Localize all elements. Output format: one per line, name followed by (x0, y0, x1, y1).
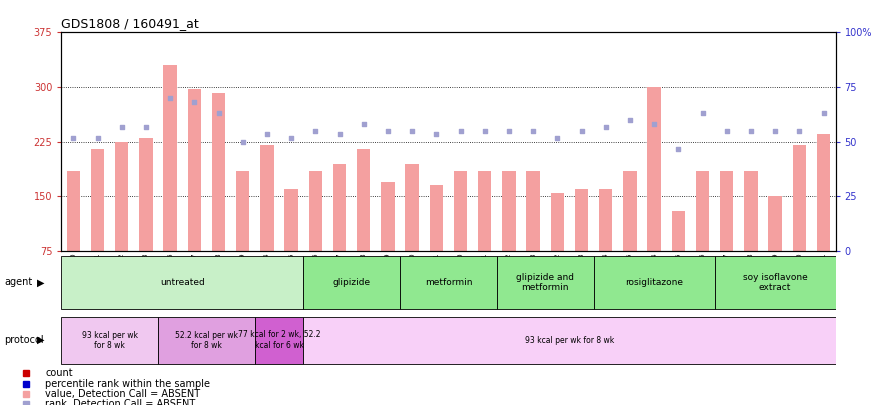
Bar (400, 256, 497, 309)
Text: value, Detection Call = ABSENT: value, Detection Call = ABSENT (46, 389, 200, 399)
Text: soy isoflavone
extract: soy isoflavone extract (743, 273, 808, 292)
Bar (720, 171, 733, 251)
Point (284, 135, 298, 141)
Text: glipizide: glipizide (332, 278, 371, 287)
Bar (304, 317, 836, 364)
Point (308, 128, 322, 134)
Point (720, 128, 734, 134)
Point (430, 131, 444, 138)
Point (139, 124, 153, 130)
Point (187, 98, 201, 105)
Bar (164, 65, 177, 251)
Bar (405, 164, 419, 251)
Bar (332, 164, 346, 251)
Bar (91, 149, 104, 251)
Point (793, 128, 807, 134)
Bar (309, 171, 322, 251)
Point (357, 120, 371, 127)
Point (381, 128, 395, 134)
Bar (454, 171, 467, 251)
Text: 77 kcal for 2 wk, 52.2
kcal for 6 wk: 77 kcal for 2 wk, 52.2 kcal for 6 wk (238, 330, 320, 350)
Bar (502, 171, 515, 251)
Point (115, 124, 129, 130)
Bar (61, 256, 304, 309)
Bar (550, 193, 564, 251)
Bar (593, 256, 715, 309)
Text: 93 kcal per wk for 8 wk: 93 kcal per wk for 8 wk (525, 336, 614, 345)
Text: glipizide and
metformin: glipizide and metformin (516, 273, 574, 292)
Bar (672, 211, 685, 251)
Bar (715, 256, 836, 309)
Text: protocol: protocol (4, 335, 44, 345)
Bar (188, 89, 201, 251)
Bar (212, 93, 225, 251)
Point (696, 109, 710, 116)
Bar (260, 145, 274, 251)
Bar (768, 196, 781, 251)
Point (212, 109, 226, 116)
Point (235, 139, 249, 145)
Bar (623, 171, 637, 251)
Bar (158, 317, 255, 364)
Point (575, 128, 589, 134)
Bar (696, 171, 709, 251)
Point (332, 131, 346, 138)
Text: 93 kcal per wk
for 8 wk: 93 kcal per wk for 8 wk (81, 330, 137, 350)
Point (744, 128, 758, 134)
Bar (382, 182, 395, 251)
Bar (139, 138, 152, 251)
Text: rank, Detection Call = ABSENT: rank, Detection Call = ABSENT (46, 399, 195, 405)
Point (598, 124, 612, 130)
Text: ▶: ▶ (37, 335, 45, 345)
Bar (575, 189, 588, 251)
Text: percentile rank within the sample: percentile rank within the sample (46, 379, 210, 389)
Point (405, 128, 419, 134)
Bar (527, 171, 540, 251)
Bar (116, 142, 129, 251)
Bar (599, 189, 612, 251)
Text: GDS1808 / 160491_at: GDS1808 / 160491_at (61, 17, 199, 30)
Text: untreated: untreated (160, 278, 205, 287)
Point (453, 128, 467, 134)
Point (671, 146, 685, 152)
Bar (236, 171, 249, 251)
Bar (793, 145, 806, 251)
Point (816, 109, 830, 116)
Bar (61, 317, 158, 364)
Bar (255, 317, 304, 364)
Bar (648, 87, 661, 251)
Point (260, 131, 274, 138)
Point (502, 128, 516, 134)
Bar (817, 134, 830, 251)
Bar (478, 171, 492, 251)
Bar (745, 171, 758, 251)
Point (550, 135, 564, 141)
Point (163, 95, 177, 101)
Point (90, 135, 104, 141)
Text: rosiglitazone: rosiglitazone (625, 278, 683, 287)
Bar (284, 189, 298, 251)
Text: 52.2 kcal per wk
for 8 wk: 52.2 kcal per wk for 8 wk (175, 330, 238, 350)
Point (526, 128, 540, 134)
Point (648, 120, 662, 127)
Text: agent: agent (4, 277, 32, 288)
Bar (66, 171, 80, 251)
Text: count: count (46, 369, 73, 378)
Text: ▶: ▶ (37, 277, 45, 288)
Bar (304, 256, 400, 309)
Point (768, 128, 782, 134)
Bar (497, 256, 593, 309)
Bar (357, 149, 370, 251)
Text: metformin: metformin (424, 278, 473, 287)
Point (623, 117, 637, 123)
Point (478, 128, 492, 134)
Bar (430, 185, 443, 251)
Point (66, 135, 80, 141)
